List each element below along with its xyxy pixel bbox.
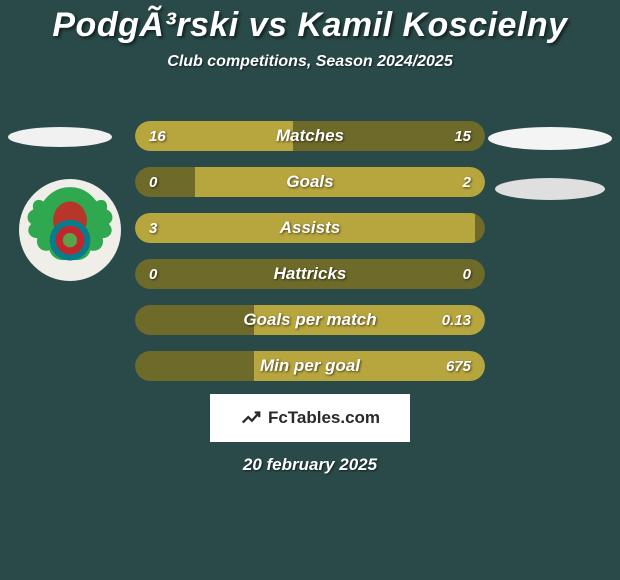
bar-label: Goals	[135, 167, 485, 197]
bar-value-right: 0	[463, 259, 471, 289]
bar-value-left: 16	[149, 121, 166, 151]
bar-label: Matches	[135, 121, 485, 151]
stat-bar-row: Assists3	[135, 213, 485, 243]
page-title: PodgÃ³rski vs Kamil Koscielny	[0, 0, 620, 45]
chart-up-icon	[240, 407, 262, 429]
player-right-badge-1	[488, 127, 612, 150]
stat-bar-row: Min per goal675	[135, 351, 485, 381]
bar-value-left: 0	[149, 259, 157, 289]
footer-text: FcTables.com	[268, 408, 380, 428]
bar-label: Goals per match	[135, 305, 485, 335]
club-logo	[19, 179, 121, 281]
stat-bar-row: Goals per match0.13	[135, 305, 485, 335]
bar-value-right: 0.13	[442, 305, 471, 335]
stats-bars: Matches1615Goals02Assists3Hattricks00Goa…	[135, 121, 485, 397]
bar-label: Assists	[135, 213, 485, 243]
bar-value-left: 3	[149, 213, 157, 243]
bar-label: Min per goal	[135, 351, 485, 381]
footer-attribution: FcTables.com	[210, 394, 410, 442]
bar-value-right: 2	[463, 167, 471, 197]
lion-crest-icon	[19, 179, 121, 281]
player-left-badge	[8, 127, 112, 147]
stat-bar-row: Goals0 2	[135, 167, 485, 197]
stat-bar-row: Matches16 15	[135, 121, 485, 151]
stat-bar-row: Hattricks0 0	[135, 259, 485, 289]
page-subtitle: Club competitions, Season 2024/2025	[0, 53, 620, 71]
bar-label: Hattricks	[135, 259, 485, 289]
footer-date: 20 february 2025	[0, 455, 620, 475]
bar-value-right: 15	[454, 121, 471, 151]
bar-value-right: 675	[446, 351, 471, 381]
comparison-infographic: PodgÃ³rski vs Kamil Koscielny Club compe…	[0, 0, 620, 580]
bar-value-left: 0	[149, 167, 157, 197]
player-right-badge-2	[495, 178, 605, 200]
